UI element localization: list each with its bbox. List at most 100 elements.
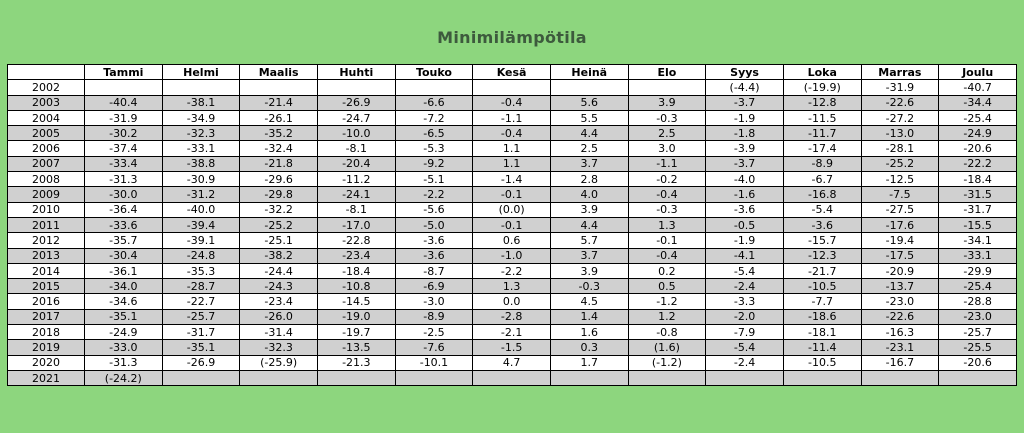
value-cell: -11.4 bbox=[782, 339, 862, 356]
value-cell: 1.3 bbox=[472, 278, 551, 295]
value-cell: -31.5 bbox=[938, 186, 1017, 203]
value-cell: -33.1 bbox=[938, 247, 1017, 264]
value-cell: -11.7 bbox=[782, 125, 862, 142]
value-cell: -10.0 bbox=[316, 125, 396, 142]
value-cell: -7.5 bbox=[860, 186, 940, 203]
value-cell: -1.2 bbox=[627, 293, 707, 310]
value-cell: -8.9 bbox=[394, 308, 474, 326]
year-cell: 2003 bbox=[7, 94, 85, 111]
value-cell: 4.5 bbox=[549, 293, 629, 310]
table-row: 2016 -34.6 -22.7 -23.4 -14.5 -3.0 0.0 4.5 -1.2 -3… bbox=[7, 293, 1017, 310]
value-cell: 3.9 bbox=[627, 94, 707, 111]
value-cell: -9.2 bbox=[394, 155, 474, 173]
value-cell: -3.9 bbox=[705, 140, 784, 157]
value-cell: -25.1 bbox=[239, 232, 318, 249]
value-cell: -16.7 bbox=[860, 354, 940, 371]
value-cell: -17.5 bbox=[860, 247, 940, 264]
value-cell: (0.0) bbox=[472, 201, 551, 218]
value-cell: -0.1 bbox=[472, 186, 551, 203]
value-cell: -16.8 bbox=[782, 186, 862, 203]
value-cell: -10.5 bbox=[782, 278, 862, 295]
table-row: 2012 -35.7 -39.1 -25.1 -22.8 -3.6 0.6 5.7 -0.1 -1… bbox=[7, 232, 1017, 249]
value-cell: -35.3 bbox=[161, 262, 241, 280]
value-cell: -13.0 bbox=[860, 125, 940, 142]
value-cell: (-19.9) bbox=[782, 79, 862, 96]
value-cell bbox=[472, 79, 551, 96]
value-cell: -16.3 bbox=[860, 324, 940, 341]
value-cell: -0.3 bbox=[627, 109, 707, 127]
value-cell: -3.6 bbox=[394, 247, 474, 264]
value-cell: -20.9 bbox=[860, 262, 940, 280]
value-cell: -36.1 bbox=[84, 262, 163, 280]
column-header: Elo bbox=[627, 63, 707, 81]
value-cell: -4.0 bbox=[705, 171, 784, 188]
value-cell: 5.7 bbox=[549, 232, 629, 249]
table-row: 2011 -33.6 -39.4 -25.2 -17.0 -5.0 -0.1 4.4 1.3 -0… bbox=[7, 216, 1017, 234]
value-cell: -31.4 bbox=[239, 324, 318, 341]
value-cell: 1.4 bbox=[549, 308, 629, 326]
value-cell: 1.2 bbox=[627, 308, 707, 326]
year-cell: 2012 bbox=[7, 232, 85, 249]
value-cell: -20.6 bbox=[938, 354, 1017, 371]
value-cell: -35.7 bbox=[84, 232, 163, 249]
value-cell: -2.5 bbox=[394, 324, 474, 341]
table-row: 2017 -35.1 -25.7 -26.0 -19.0 -8.9 -2.8 1.4 1.2 -2… bbox=[7, 308, 1017, 326]
value-cell: -13.7 bbox=[860, 278, 940, 295]
table-row: 2006 -37.4 -33.1 -32.4 -8.1 -5.3 1.1 2.5 3.0 -3.9… bbox=[7, 140, 1017, 157]
value-cell: 3.9 bbox=[549, 201, 629, 218]
value-cell: -18.1 bbox=[782, 324, 862, 341]
value-cell: 1.6 bbox=[549, 324, 629, 341]
value-cell bbox=[316, 369, 396, 387]
column-header: Kesä bbox=[472, 63, 551, 81]
value-cell: -30.4 bbox=[84, 247, 163, 264]
value-cell: -40.0 bbox=[161, 201, 241, 218]
value-cell: -35.1 bbox=[84, 308, 163, 326]
value-cell: -22.6 bbox=[860, 94, 940, 111]
value-cell: 0.3 bbox=[549, 339, 629, 356]
value-cell: -2.4 bbox=[705, 354, 784, 371]
value-cell: -24.9 bbox=[938, 125, 1017, 142]
value-cell: -19.4 bbox=[860, 232, 940, 249]
value-cell: 3.7 bbox=[549, 155, 629, 173]
value-cell: -32.2 bbox=[239, 201, 318, 218]
value-cell: -34.1 bbox=[938, 232, 1017, 249]
value-cell: -31.9 bbox=[84, 109, 163, 127]
value-cell: -0.4 bbox=[627, 186, 707, 203]
value-cell: -1.0 bbox=[472, 247, 551, 264]
value-cell: 1.7 bbox=[549, 354, 629, 371]
value-cell: -1.1 bbox=[627, 155, 707, 173]
value-cell: -24.1 bbox=[316, 186, 396, 203]
value-cell: -5.6 bbox=[394, 201, 474, 218]
value-cell: -10.1 bbox=[394, 354, 474, 371]
year-cell: 2018 bbox=[7, 324, 85, 341]
value-cell: -4.1 bbox=[705, 247, 784, 264]
value-cell: -34.9 bbox=[161, 109, 241, 127]
value-cell: -26.0 bbox=[239, 308, 318, 326]
value-cell: -10.5 bbox=[782, 354, 862, 371]
value-cell: -37.4 bbox=[84, 140, 163, 157]
value-cell bbox=[239, 369, 318, 387]
year-cell: 2016 bbox=[7, 293, 85, 310]
year-cell: 2010 bbox=[7, 201, 85, 218]
value-cell: -0.1 bbox=[472, 216, 551, 234]
value-cell: -10.8 bbox=[316, 278, 396, 295]
value-cell: 2.8 bbox=[549, 171, 629, 188]
value-cell: -7.2 bbox=[394, 109, 474, 127]
value-cell: -8.9 bbox=[782, 155, 862, 173]
value-cell: -31.9 bbox=[860, 79, 940, 96]
value-cell: 5.6 bbox=[549, 94, 629, 111]
value-cell: -21.7 bbox=[782, 262, 862, 280]
value-cell bbox=[549, 79, 629, 96]
value-cell: 1.3 bbox=[627, 216, 707, 234]
year-cell: 2011 bbox=[7, 216, 85, 234]
table-row: 2018 -24.9 -31.7 -31.4 -19.7 -2.5 -2.1 1.6 -0.8-… bbox=[7, 324, 1017, 341]
value-cell: -18.6 bbox=[782, 308, 862, 326]
value-cell: -1.6 bbox=[705, 186, 784, 203]
column-header: Joulu bbox=[938, 63, 1017, 81]
value-cell: -30.0 bbox=[84, 186, 163, 203]
value-cell: -15.5 bbox=[938, 216, 1017, 234]
value-cell: -22.6 bbox=[860, 308, 940, 326]
value-cell: -1.1 bbox=[472, 109, 551, 127]
value-cell: -2.2 bbox=[394, 186, 474, 203]
value-cell: -33.4 bbox=[84, 155, 163, 173]
